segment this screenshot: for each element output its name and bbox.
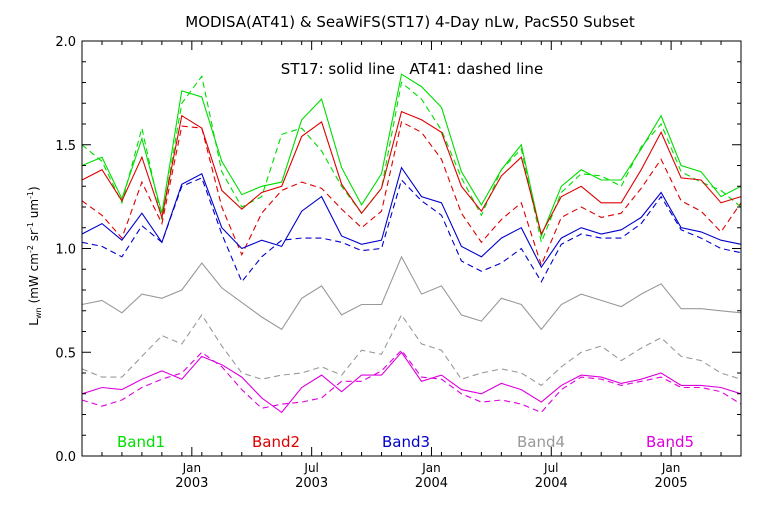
x-tick-label-year: 2004 bbox=[535, 476, 568, 491]
series-line-band1-dashed bbox=[81, 74, 742, 245]
x-tick-label-year: 2004 bbox=[415, 476, 448, 491]
y-axis-label: Lwn(mW cm-2 sr-1 um-1) bbox=[26, 186, 43, 325]
series-layer bbox=[81, 73, 742, 414]
y-axis-label-subscript: wn bbox=[34, 307, 43, 319]
y-axis-label-exp-1: -2 bbox=[26, 245, 35, 253]
y-axis-label-main: L bbox=[27, 319, 41, 326]
legend-entry-band1: Band1 bbox=[117, 433, 165, 451]
y-tick-label: 0.5 bbox=[55, 346, 76, 361]
y-tick-label: 0.0 bbox=[55, 450, 76, 465]
y-tick-label: 2.0 bbox=[55, 35, 76, 50]
line-style-annotation: ST17: solid line AT41: dashed line bbox=[281, 60, 543, 78]
series-line-band2-solid bbox=[81, 110, 742, 236]
series-line-band2-dashed bbox=[81, 121, 742, 267]
legend-entry-band3: Band3 bbox=[382, 433, 430, 451]
legend: Band1 Band2 Band3 Band4 Band5 bbox=[117, 433, 694, 451]
legend-entry-band2: Band2 bbox=[252, 433, 300, 451]
y-axis-label-exp-2: -1 bbox=[26, 222, 35, 230]
x-tick-label-year: 2003 bbox=[175, 476, 208, 491]
x-tick-label-month: Jan bbox=[661, 461, 681, 475]
series-line-band3-dashed bbox=[81, 177, 742, 283]
svg-text:Lwn(mW cm-2 sr-1 um-1): Lwn(mW cm-2 sr-1 um-1) bbox=[26, 186, 43, 325]
x-tick-label-month: Jul bbox=[543, 461, 558, 475]
legend-entry-band5: Band5 bbox=[646, 433, 694, 451]
y-axis-label-exp-3: -1 bbox=[26, 191, 35, 199]
axis-layer: 0.00.51.01.52.0Jan2003Jul2003Jan2004Jul2… bbox=[55, 35, 742, 491]
y-axis-label-units-mid: sr bbox=[27, 230, 41, 245]
series-line-band3-solid bbox=[81, 166, 742, 269]
y-axis-label-units-end: ) bbox=[27, 186, 41, 191]
y-axis-label-units-mid-2: um bbox=[27, 199, 41, 222]
series-line-band1-solid bbox=[81, 73, 742, 238]
series-line-band4-solid bbox=[81, 255, 742, 331]
legend-entry-band4: Band4 bbox=[517, 433, 565, 451]
x-tick-label-year: 2005 bbox=[655, 476, 688, 491]
series-line-band5-solid bbox=[81, 351, 742, 414]
y-axis-label-units: (mW cm bbox=[27, 253, 41, 303]
chart-title: MODISA(AT41) & SeaWiFS(ST17) 4-Day nLw, … bbox=[185, 13, 635, 31]
y-tick-label: 1.0 bbox=[55, 243, 76, 258]
series-line-band4-dashed bbox=[81, 313, 742, 387]
series-line-band5-dashed bbox=[81, 349, 742, 414]
y-tick-label: 1.5 bbox=[55, 139, 76, 154]
plot-frame bbox=[81, 40, 742, 457]
x-tick-label-month: Jan bbox=[421, 461, 441, 475]
x-tick-label-month: Jan bbox=[182, 461, 202, 475]
x-tick-label-year: 2003 bbox=[295, 476, 328, 491]
x-tick-label-month: Jul bbox=[303, 461, 318, 475]
